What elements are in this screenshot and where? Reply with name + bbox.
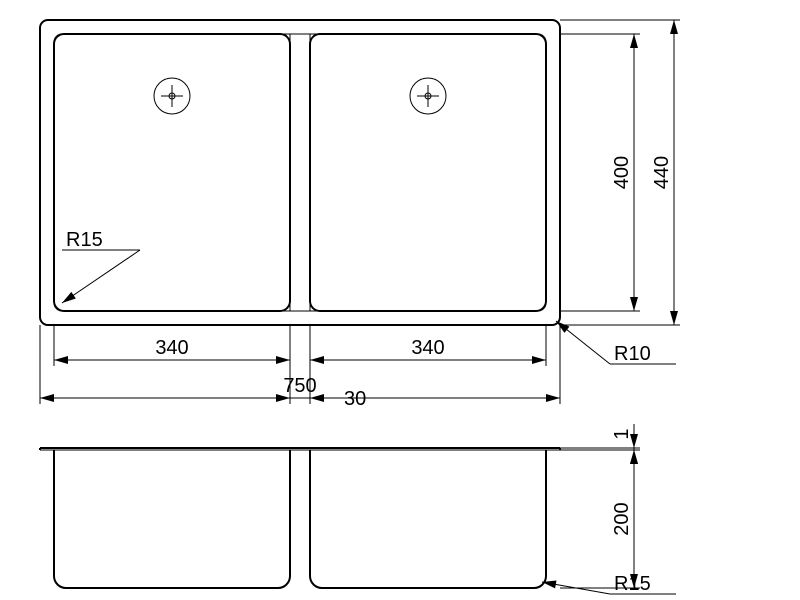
svg-text:340: 340 (411, 337, 444, 359)
svg-text:R15: R15 (614, 573, 651, 595)
technical-drawing: 340 340 30 750 400 440 1 200 R15 R10 R15 (0, 0, 800, 600)
svg-text:R10: R10 (614, 343, 651, 365)
svg-text:340: 340 (155, 337, 188, 359)
svg-text:750: 750 (283, 375, 316, 397)
svg-text:R15: R15 (66, 229, 103, 251)
svg-text:30: 30 (344, 388, 366, 410)
svg-text:200: 200 (611, 502, 633, 535)
svg-text:400: 400 (611, 156, 633, 189)
svg-text:1: 1 (611, 428, 633, 439)
svg-text:440: 440 (651, 156, 673, 189)
